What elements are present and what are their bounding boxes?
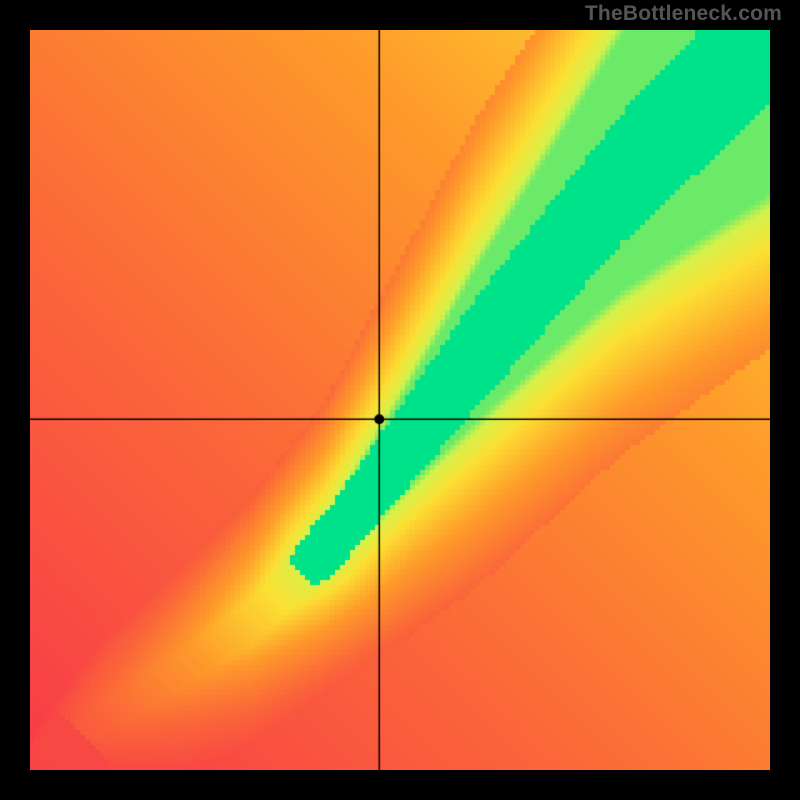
heatmap-canvas [30, 30, 770, 770]
chart-container: TheBottleneck.com [0, 0, 800, 800]
heatmap-plot [30, 30, 770, 770]
attribution-text: TheBottleneck.com [585, 2, 782, 26]
